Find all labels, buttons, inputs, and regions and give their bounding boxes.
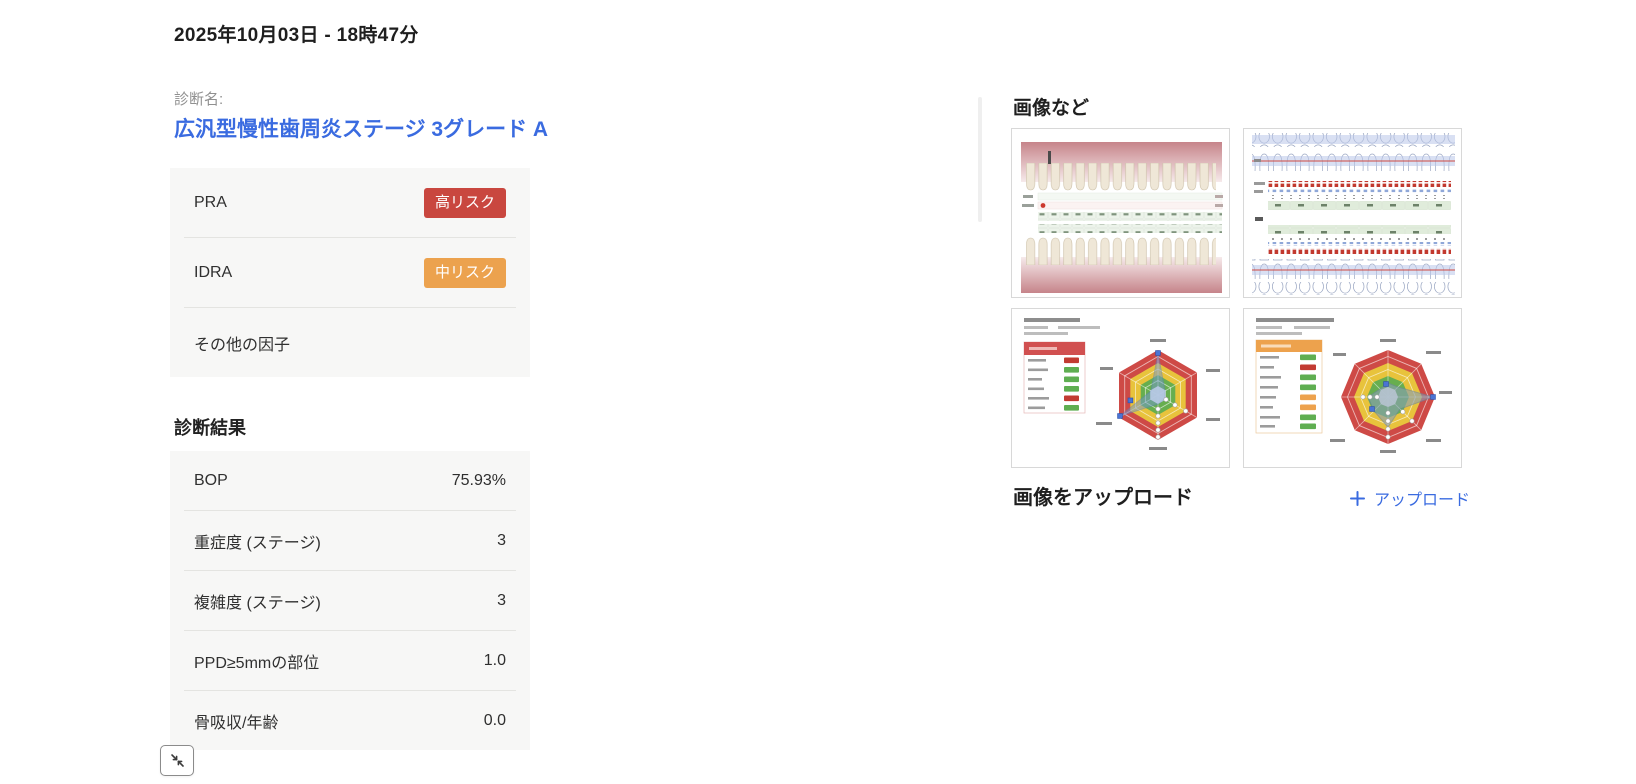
divider — [184, 690, 516, 691]
thumbnail-grid — [1011, 128, 1462, 468]
result-label: 複雑度 (ステージ) — [194, 594, 321, 612]
plus-icon — [1350, 490, 1365, 506]
risk-panel: PRA 高リスク IDRA 中リスク その他の因子 — [170, 168, 530, 377]
result-row: PPD≥5mmの部位 1.0 — [170, 631, 530, 690]
result-label: 重症度 (ステージ) — [194, 534, 321, 552]
perio-chart-image — [1244, 129, 1461, 297]
scrollbar-thumb[interactable] — [978, 97, 982, 222]
results-panel: BOP 75.93% 重症度 (ステージ) 3 複雑度 (ステージ) 3 PPD… — [170, 451, 530, 750]
divider — [184, 237, 516, 238]
collapse-button[interactable] — [160, 745, 194, 776]
radar-plot-hexagon — [1096, 339, 1220, 450]
thumbnail-risk-radar[interactable] — [1011, 308, 1230, 468]
images-section-title: 画像など — [1013, 98, 1090, 119]
risk-row-pra: PRA 高リスク — [170, 168, 530, 237]
risk-row-idra: IDRA 中リスク — [170, 238, 530, 307]
tooth-chart-image — [1012, 129, 1229, 297]
result-row: 重症度 (ステージ) 3 — [170, 511, 530, 570]
risk-badge-medium: 中リスク — [423, 257, 506, 288]
risk-row-label: その他の因子 — [194, 336, 291, 354]
results-section-title: 診断結果 — [174, 418, 246, 438]
divider — [184, 630, 516, 631]
upload-section-label: 画像をアップロード — [1013, 487, 1193, 509]
thumbnail-implant-risk-radar[interactable] — [1243, 308, 1462, 468]
result-label: PPD≥5mmの部位 — [194, 654, 320, 672]
divider — [184, 307, 516, 308]
risk-badge-high: 高リスク — [423, 187, 506, 218]
implant-risk-radar-octagon-image — [1244, 309, 1461, 467]
risk-radar-hexagon-image — [1012, 309, 1229, 467]
result-row: 複雑度 (ステージ) 3 — [170, 571, 530, 630]
divider — [184, 570, 516, 571]
result-label: 骨吸収/年齢 — [194, 714, 279, 732]
radar-legend — [1023, 341, 1086, 414]
result-value: 3 — [497, 591, 506, 609]
result-value: 1.0 — [483, 651, 506, 669]
result-row: 骨吸収/年齢 0.0 — [170, 691, 530, 750]
result-label: BOP — [194, 471, 228, 489]
diagnosis-label: 診断名: — [174, 91, 224, 108]
radar-plot-octagon — [1330, 339, 1452, 453]
thumbnail-tooth-chart[interactable] — [1011, 128, 1230, 298]
report-date-heading: 2025年10月03日 - 18時47分 — [174, 25, 419, 46]
result-value: 75.93% — [451, 471, 506, 489]
upload-button-label: アップロード — [1374, 492, 1471, 509]
risk-row-label: PRA — [194, 193, 227, 211]
collapse-icon — [169, 752, 186, 769]
result-row: BOP 75.93% — [170, 451, 530, 510]
risk-row-label: IDRA — [194, 263, 233, 281]
radar-legend — [1255, 339, 1323, 434]
divider — [184, 510, 516, 511]
other-factors-row: その他の因子 — [170, 308, 530, 377]
thumbnail-perio-chart[interactable] — [1243, 128, 1462, 298]
result-value: 0.0 — [483, 711, 506, 729]
result-value: 3 — [497, 531, 506, 549]
diagnosis-name-link[interactable]: 広汎型慢性歯周炎ステージ 3グレード A — [174, 118, 549, 141]
upload-button[interactable]: アップロード — [1350, 486, 1470, 510]
